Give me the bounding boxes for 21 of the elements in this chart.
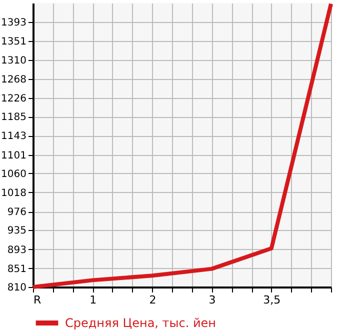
- y-tick-label: 1018: [1, 188, 26, 199]
- y-tick-label: 976: [7, 207, 26, 218]
- y-tick-label: 1060: [1, 168, 26, 180]
- x-tick-label: 3,5: [263, 294, 281, 306]
- x-tick-label: 3: [208, 294, 216, 306]
- y-tick-label: 810: [7, 282, 26, 294]
- y-tick-label: 1143: [1, 131, 26, 142]
- x-tick-label: R: [34, 294, 42, 306]
- y-tick-label: 1268: [1, 74, 26, 86]
- y-tick-label: 1226: [1, 93, 26, 104]
- y-tick-label: 935: [7, 226, 26, 237]
- y-tick-label: 1101: [1, 150, 26, 162]
- legend-label: Средняя Цена, тыс. йен: [65, 316, 216, 330]
- x-tick-label: 2: [149, 294, 156, 306]
- x-tick-label: 1: [90, 294, 97, 306]
- y-tick-label: 1310: [1, 55, 26, 66]
- y-tick-label: 1185: [1, 112, 26, 124]
- y-tick-label: 1351: [1, 36, 26, 48]
- y-tick-label: 1393: [1, 18, 26, 29]
- y-tick-label: 893: [7, 244, 26, 256]
- y-tick-label: 851: [7, 264, 26, 275]
